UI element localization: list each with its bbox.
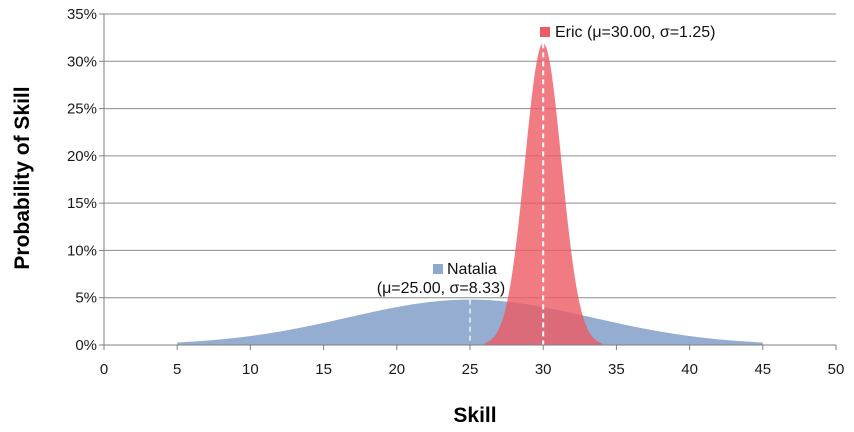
x-axis-title: Skill	[453, 404, 496, 427]
y-tick-label: 35%	[67, 6, 97, 23]
x-tick-label: 10	[242, 361, 259, 378]
x-tick-label: 45	[754, 361, 771, 378]
x-tick-label: 25	[462, 361, 479, 378]
y-tick-label: 0%	[75, 337, 97, 354]
x-tick-label: 30	[535, 361, 552, 378]
y-axis-title: Probability of Skill	[11, 86, 34, 269]
mean-lines	[469, 43, 545, 345]
series-area-eric	[484, 43, 602, 345]
natalia-label-name: Natalia	[447, 261, 497, 278]
y-tick-labels: 0% 5% 10% 15% 20% 25% 30% 35%	[67, 6, 97, 354]
y-tick-label: 25%	[67, 101, 97, 118]
y-tick-label: 20%	[67, 148, 97, 165]
x-tick-label: 35	[608, 361, 625, 378]
legend-label-eric: Eric (μ=30.00, σ=1.25)	[540, 24, 716, 41]
legend-label-natalia: Natalia (μ=25.00, σ=8.33)	[377, 261, 506, 297]
x-tick-label: 0	[100, 361, 108, 378]
x-tick-label: 50	[828, 361, 845, 378]
x-tick-label: 20	[388, 361, 405, 378]
axes	[99, 13, 837, 350]
y-tick-label: 30%	[67, 53, 97, 70]
y-tick-label: 10%	[67, 242, 97, 259]
eric-label: Eric (μ=30.00, σ=1.25)	[555, 24, 716, 41]
y-tick-label: 5%	[75, 290, 97, 307]
x-tick-label: 40	[681, 361, 698, 378]
y-tick-label: 15%	[67, 195, 97, 212]
natalia-label-params: (μ=25.00, σ=8.33)	[377, 280, 506, 297]
x-tick-labels: 0 5 10 15 20 25 30 35 40 45 50	[100, 361, 845, 378]
x-tick-label: 5	[173, 361, 181, 378]
x-tick-label: 15	[315, 361, 332, 378]
gridlines	[104, 13, 836, 299]
eric-swatch	[540, 27, 550, 37]
natalia-swatch	[433, 264, 443, 274]
